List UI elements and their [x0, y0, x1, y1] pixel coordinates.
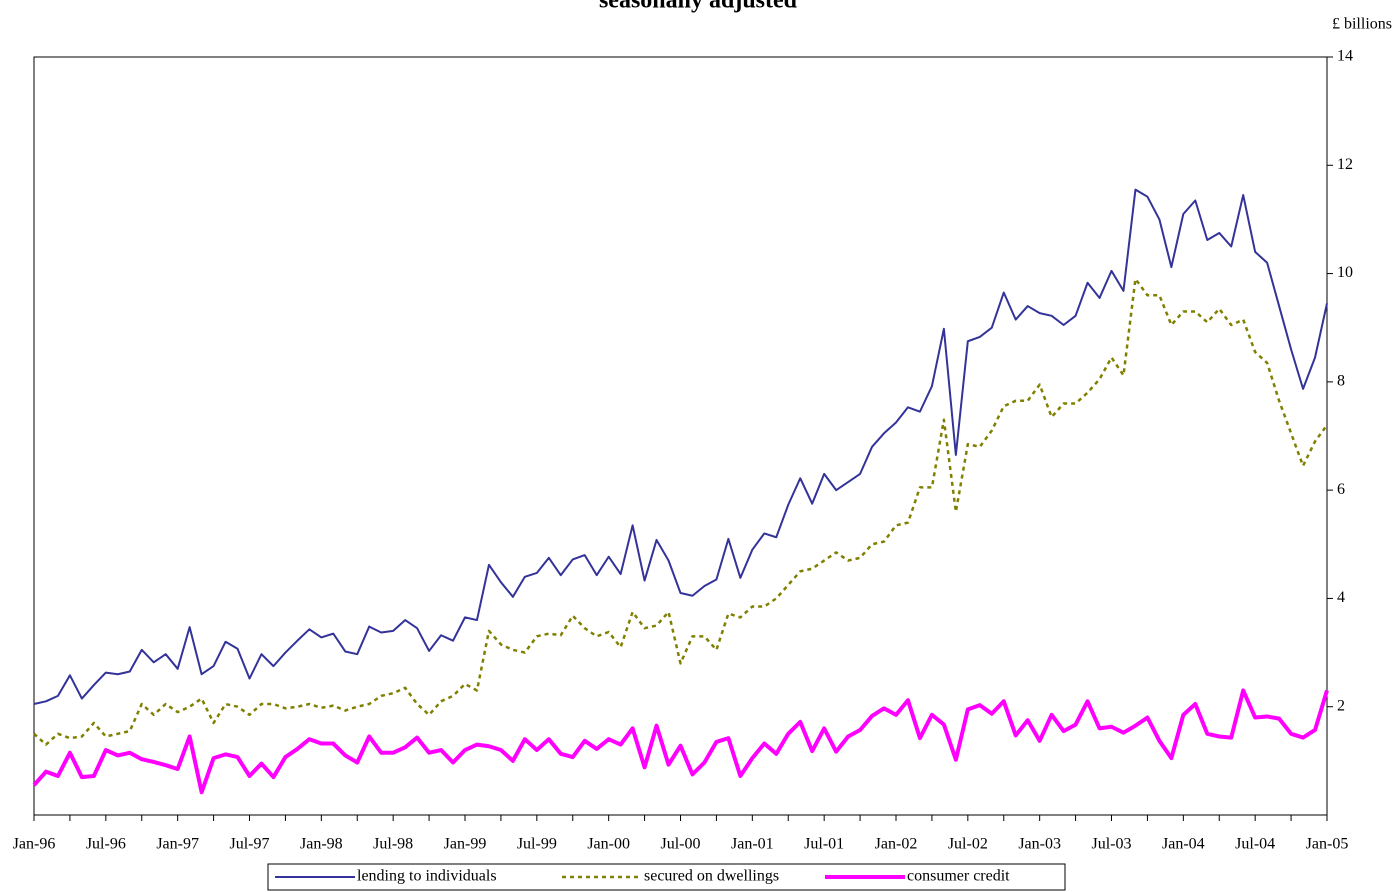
legend-label: secured on dwellings	[644, 868, 779, 885]
x-tick-label: Jan-00	[587, 836, 630, 853]
y-tick-label: 2	[1337, 697, 1345, 714]
x-tick-label: Jan-97	[156, 836, 199, 853]
y-axis-label: £ billions	[1332, 16, 1392, 33]
x-tick-label: Jul-98	[373, 836, 413, 853]
legend-label: consumer credit	[907, 868, 1010, 885]
chart-title: seasonally adjusted	[599, 0, 798, 14]
x-tick-label: Jul-01	[804, 836, 844, 853]
legend-box	[267, 863, 1066, 891]
x-tick-label: Jan-05	[1306, 836, 1349, 853]
x-tick-label: Jan-03	[1018, 836, 1061, 853]
x-tick-label: Jul-97	[230, 836, 270, 853]
x-tick-label: Jan-02	[875, 836, 918, 853]
y-tick-label: 8	[1337, 373, 1345, 390]
x-tick-label: Jan-99	[444, 836, 487, 853]
data-line	[32, 688, 1329, 795]
y-tick-label: 6	[1337, 481, 1345, 498]
x-tick-label: Jul-02	[948, 836, 988, 853]
y-tick-label: 4	[1337, 589, 1345, 606]
x-tick-label: Jul-04	[1235, 836, 1275, 853]
x-tick-label: Jan-96	[13, 836, 56, 853]
x-tick-label: Jan-04	[1162, 836, 1205, 853]
x-tick-label: Jan-01	[731, 836, 774, 853]
y-tick-label: 10	[1337, 264, 1353, 281]
data-line	[33, 277, 1329, 746]
plot-frame	[33, 56, 1328, 816]
y-tick-label: 14	[1337, 48, 1353, 65]
y-tick-label: 12	[1337, 156, 1353, 173]
x-tick-label: Jan-98	[300, 836, 343, 853]
legend-label: lending to individuals	[357, 868, 497, 885]
x-tick-label: Jul-00	[661, 836, 701, 853]
x-tick-label: Jul-03	[1092, 836, 1132, 853]
x-tick-label: Jul-99	[517, 836, 557, 853]
x-tick-label: Jul-96	[86, 836, 126, 853]
data-line	[33, 188, 1328, 705]
